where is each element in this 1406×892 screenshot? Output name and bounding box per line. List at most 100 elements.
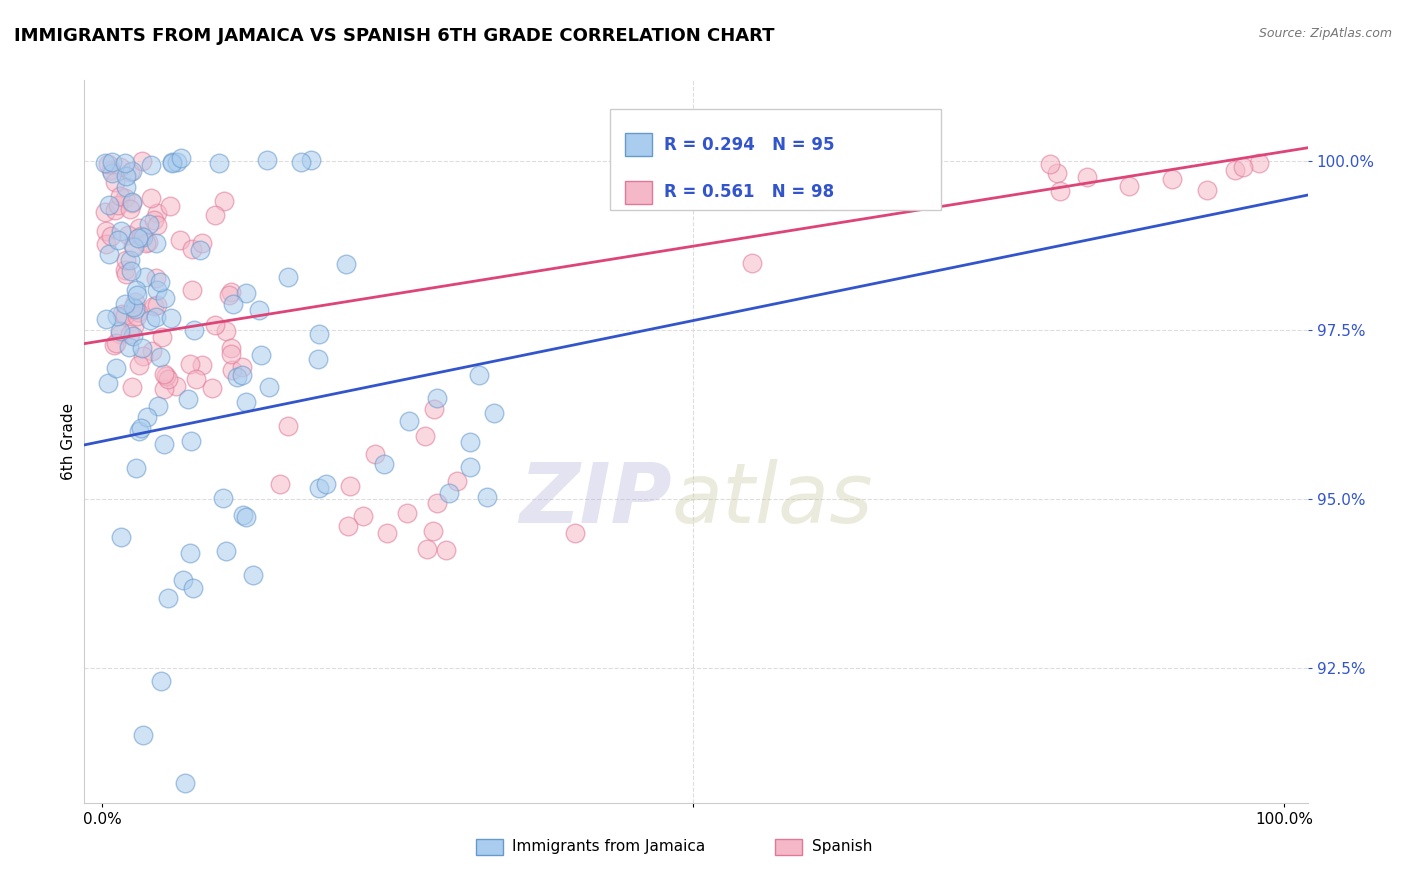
Point	[124, 460, 146, 475]
Point	[108, 189, 131, 203]
Point	[741, 255, 763, 269]
Point	[191, 235, 214, 250]
Point	[166, 154, 188, 169]
Point	[179, 357, 201, 371]
Point	[114, 169, 136, 183]
Point	[105, 310, 128, 324]
FancyBboxPatch shape	[610, 109, 941, 211]
Point	[439, 486, 461, 500]
Point	[249, 348, 271, 362]
Text: IMMIGRANTS FROM JAMAICA VS SPANISH 6TH GRADE CORRELATION CHART: IMMIGRANTS FROM JAMAICA VS SPANISH 6TH G…	[14, 27, 775, 45]
Point	[170, 152, 193, 166]
Point	[145, 310, 167, 325]
Point	[142, 299, 165, 313]
Point	[136, 235, 159, 249]
Point	[131, 349, 153, 363]
Point	[115, 179, 138, 194]
Point	[132, 230, 155, 244]
Point	[1076, 169, 1098, 184]
Point	[308, 481, 330, 495]
Point	[214, 194, 236, 209]
Point	[1049, 185, 1071, 199]
Point	[136, 410, 159, 425]
Point	[219, 347, 242, 361]
Point	[127, 231, 149, 245]
Point	[307, 352, 329, 367]
Point	[208, 155, 231, 169]
Point	[269, 477, 291, 491]
Point	[373, 457, 395, 471]
Point	[212, 491, 235, 506]
Point	[108, 325, 131, 339]
Point	[1046, 166, 1069, 180]
Point	[135, 236, 157, 251]
Point	[181, 581, 204, 595]
Point	[215, 324, 238, 338]
Point	[114, 156, 136, 170]
Point	[155, 369, 177, 384]
Point	[225, 370, 247, 384]
Point	[138, 217, 160, 231]
Point	[235, 285, 257, 300]
Point	[129, 421, 152, 435]
Point	[352, 509, 374, 524]
Point	[153, 291, 176, 305]
Point	[484, 407, 506, 421]
Point	[122, 318, 145, 333]
Point	[160, 154, 183, 169]
Point	[121, 380, 143, 394]
Point	[149, 275, 172, 289]
Point	[146, 283, 169, 297]
Point	[148, 400, 170, 414]
FancyBboxPatch shape	[776, 838, 803, 855]
Text: Immigrants from Jamaica: Immigrants from Jamaica	[513, 838, 706, 854]
Point	[204, 318, 226, 332]
Point	[127, 304, 149, 318]
Point	[277, 269, 299, 284]
Point	[398, 414, 420, 428]
Point	[145, 236, 167, 251]
Point	[97, 247, 120, 261]
Point	[94, 156, 117, 170]
Point	[97, 198, 120, 212]
Point	[153, 382, 176, 396]
Point	[94, 224, 117, 238]
Point	[188, 244, 211, 258]
Point	[118, 340, 141, 354]
Point	[339, 479, 361, 493]
Point	[475, 490, 498, 504]
Point	[118, 327, 141, 342]
Point	[105, 360, 128, 375]
Point	[426, 496, 449, 510]
Point	[337, 519, 360, 533]
Point	[460, 434, 482, 449]
Point	[114, 308, 136, 322]
Point	[1160, 171, 1182, 186]
Point	[117, 227, 139, 242]
Text: Source: ZipAtlas.com: Source: ZipAtlas.com	[1258, 27, 1392, 40]
Point	[131, 154, 153, 169]
Point	[395, 506, 418, 520]
Point	[121, 301, 143, 315]
Point	[124, 283, 146, 297]
Point	[146, 206, 169, 220]
Point	[179, 546, 201, 560]
Point	[256, 153, 278, 168]
Point	[153, 367, 176, 381]
Point	[564, 525, 586, 540]
Point	[146, 298, 169, 312]
Point	[96, 236, 118, 251]
Point	[1232, 160, 1254, 174]
Point	[460, 460, 482, 475]
Point	[122, 329, 145, 343]
Point	[142, 212, 165, 227]
FancyBboxPatch shape	[626, 180, 652, 203]
Point	[121, 163, 143, 178]
Point	[141, 344, 163, 359]
Point	[97, 376, 120, 390]
Point	[152, 437, 174, 451]
Point	[111, 307, 134, 321]
Point	[221, 363, 243, 377]
Point	[121, 195, 143, 210]
Point	[120, 165, 142, 179]
